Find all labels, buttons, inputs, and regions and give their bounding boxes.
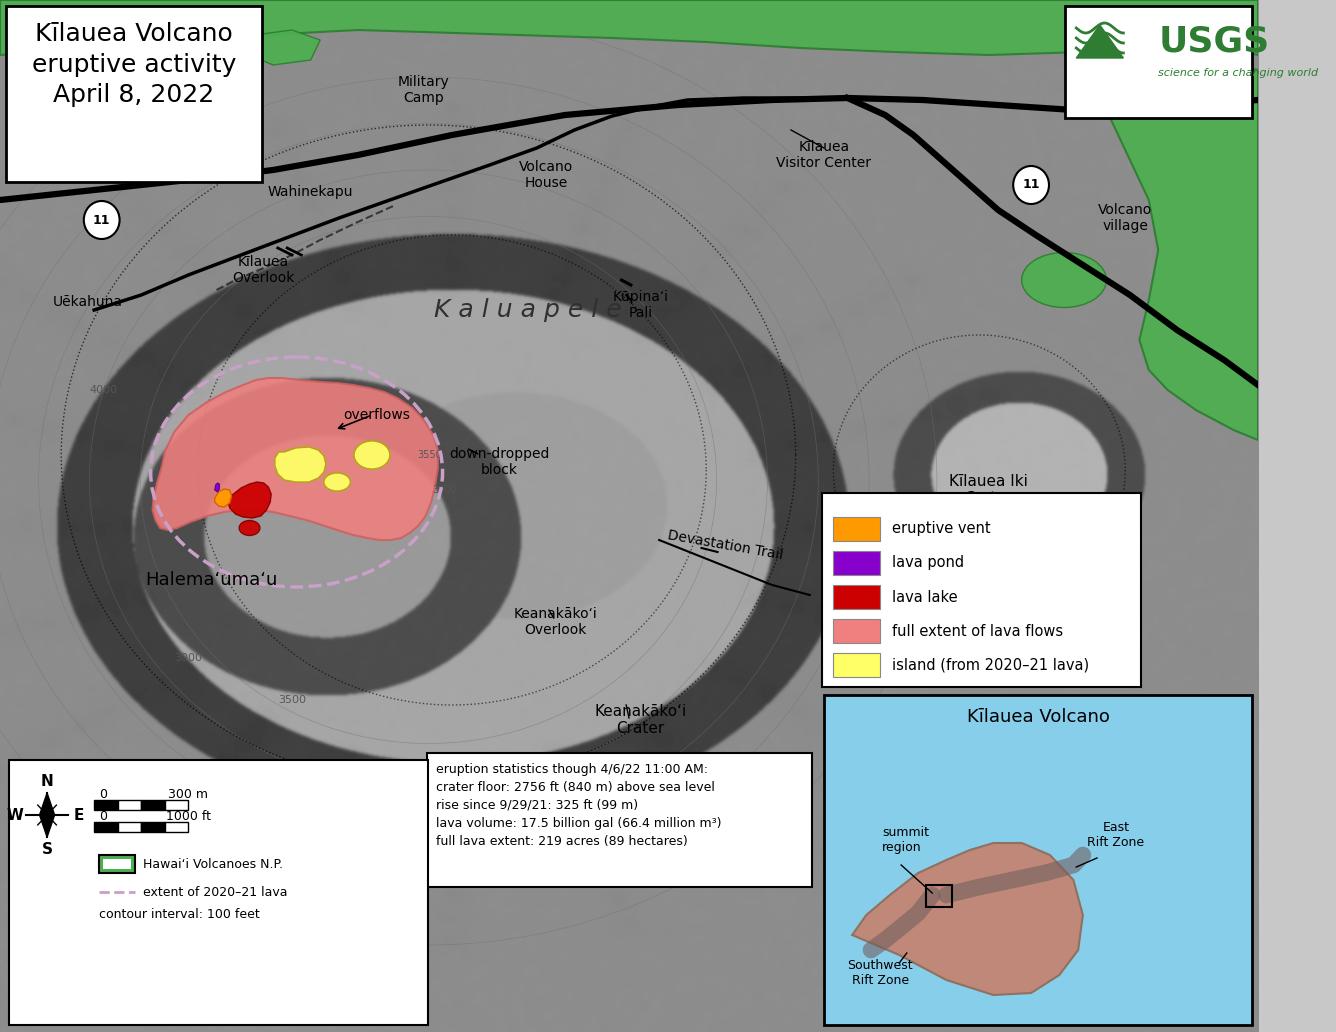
- Text: S: S: [41, 841, 52, 857]
- Text: Keanakākoʻi
Overlook: Keanakākoʻi Overlook: [513, 607, 597, 637]
- Text: Keanakākoʻi
Crater: Keanakākoʻi Crater: [595, 704, 687, 736]
- Text: K a l u a p e l e: K a l u a p e l e: [433, 298, 621, 322]
- Bar: [9, 760, 429, 1025]
- Polygon shape: [152, 378, 438, 540]
- Bar: [834, 517, 880, 541]
- Bar: [164, 823, 188, 832]
- Text: 3550: 3550: [417, 450, 442, 460]
- Polygon shape: [852, 843, 1083, 995]
- Text: science for a changing world: science for a changing world: [1158, 68, 1319, 78]
- Polygon shape: [1077, 25, 1124, 58]
- Bar: [142, 823, 164, 832]
- Bar: [99, 854, 135, 873]
- Text: 300 m: 300 m: [168, 788, 208, 802]
- Polygon shape: [1093, 52, 1259, 440]
- Text: lava pond: lava pond: [891, 555, 963, 571]
- Bar: [94, 800, 118, 810]
- Text: 0: 0: [100, 810, 108, 824]
- Polygon shape: [250, 30, 321, 65]
- Ellipse shape: [1022, 253, 1106, 308]
- Text: island (from 2020–21 lava): island (from 2020–21 lava): [891, 657, 1089, 673]
- Text: 3000: 3000: [174, 653, 202, 663]
- Bar: [824, 695, 1252, 1025]
- FancyBboxPatch shape: [426, 753, 812, 886]
- Text: East
Rift Zone: East Rift Zone: [1088, 821, 1145, 849]
- FancyBboxPatch shape: [5, 6, 262, 182]
- Bar: [164, 800, 188, 810]
- Bar: [834, 585, 880, 609]
- Text: 11: 11: [94, 214, 111, 226]
- Text: eruptive vent: eruptive vent: [891, 521, 990, 537]
- Text: Kūpinaʻi
Pali: Kūpinaʻi Pali: [612, 290, 668, 320]
- Text: 3500: 3500: [278, 695, 306, 705]
- Text: summit
region: summit region: [882, 826, 930, 854]
- Text: 0: 0: [100, 788, 108, 802]
- Bar: [94, 823, 118, 832]
- Ellipse shape: [354, 441, 390, 469]
- Text: Wahinekapu: Wahinekapu: [269, 185, 354, 199]
- Ellipse shape: [239, 520, 261, 536]
- Ellipse shape: [323, 473, 350, 491]
- FancyBboxPatch shape: [1065, 6, 1252, 118]
- Text: W: W: [7, 807, 24, 823]
- Text: full extent of lava flows: full extent of lava flows: [891, 623, 1063, 639]
- Text: eruption statistics though 4/6/22 11:00 AM:
crater floor: 2756 ft (840 m) above : eruption statistics though 4/6/22 11:00 …: [436, 763, 721, 848]
- Polygon shape: [215, 483, 219, 492]
- Text: E: E: [73, 807, 84, 823]
- Circle shape: [1013, 166, 1049, 204]
- Text: extent of 2020–21 lava: extent of 2020–21 lava: [143, 885, 287, 899]
- Polygon shape: [228, 482, 271, 518]
- Polygon shape: [275, 447, 326, 482]
- Text: contour interval: 100 feet: contour interval: 100 feet: [99, 908, 259, 922]
- Text: Kīlauea
Overlook: Kīlauea Overlook: [232, 255, 295, 285]
- Text: 4000: 4000: [90, 385, 118, 395]
- Bar: [103, 859, 131, 869]
- Text: Southwest
Rift Zone: Southwest Rift Zone: [847, 959, 914, 987]
- Text: Volcano
House: Volcano House: [518, 160, 573, 190]
- Text: down-dropped
block: down-dropped block: [449, 447, 549, 477]
- Bar: [118, 800, 142, 810]
- Bar: [834, 619, 880, 643]
- Text: N: N: [40, 774, 53, 788]
- Text: Halemaʻumaʻu: Halemaʻumaʻu: [146, 571, 278, 589]
- Text: Hawaiʻi Volcanoes N.P.: Hawaiʻi Volcanoes N.P.: [143, 858, 283, 871]
- Text: 3000: 3000: [433, 485, 457, 495]
- Text: Kīlauea Volcano
eruptive activity
April 8, 2022: Kīlauea Volcano eruptive activity April …: [32, 22, 236, 107]
- Polygon shape: [40, 793, 55, 837]
- Bar: [926, 885, 953, 907]
- Polygon shape: [0, 0, 1259, 55]
- Text: 1000 ft: 1000 ft: [166, 810, 211, 824]
- FancyBboxPatch shape: [822, 493, 1141, 687]
- Text: Devastation Trail: Devastation Trail: [667, 528, 784, 562]
- Text: Kīlauea Iki
Crater: Kīlauea Iki Crater: [950, 474, 1029, 507]
- Text: USGS: USGS: [1158, 25, 1269, 59]
- Bar: [118, 823, 142, 832]
- Text: Uēkahuna: Uēkahuna: [52, 295, 123, 309]
- Text: Volcano
village: Volcano village: [1098, 203, 1153, 233]
- Text: 11: 11: [1022, 179, 1039, 192]
- Text: Military
Camp: Military Camp: [398, 75, 450, 105]
- Text: Kīlauea
Visitor Center: Kīlauea Visitor Center: [776, 140, 871, 170]
- Text: lava lake: lava lake: [891, 589, 958, 605]
- Polygon shape: [215, 489, 231, 507]
- Text: overflows: overflows: [343, 408, 410, 422]
- Bar: [142, 800, 164, 810]
- Bar: [834, 653, 880, 677]
- Circle shape: [84, 201, 120, 239]
- Text: Kīlauea Volcano: Kīlauea Volcano: [967, 708, 1110, 725]
- Bar: [834, 551, 880, 575]
